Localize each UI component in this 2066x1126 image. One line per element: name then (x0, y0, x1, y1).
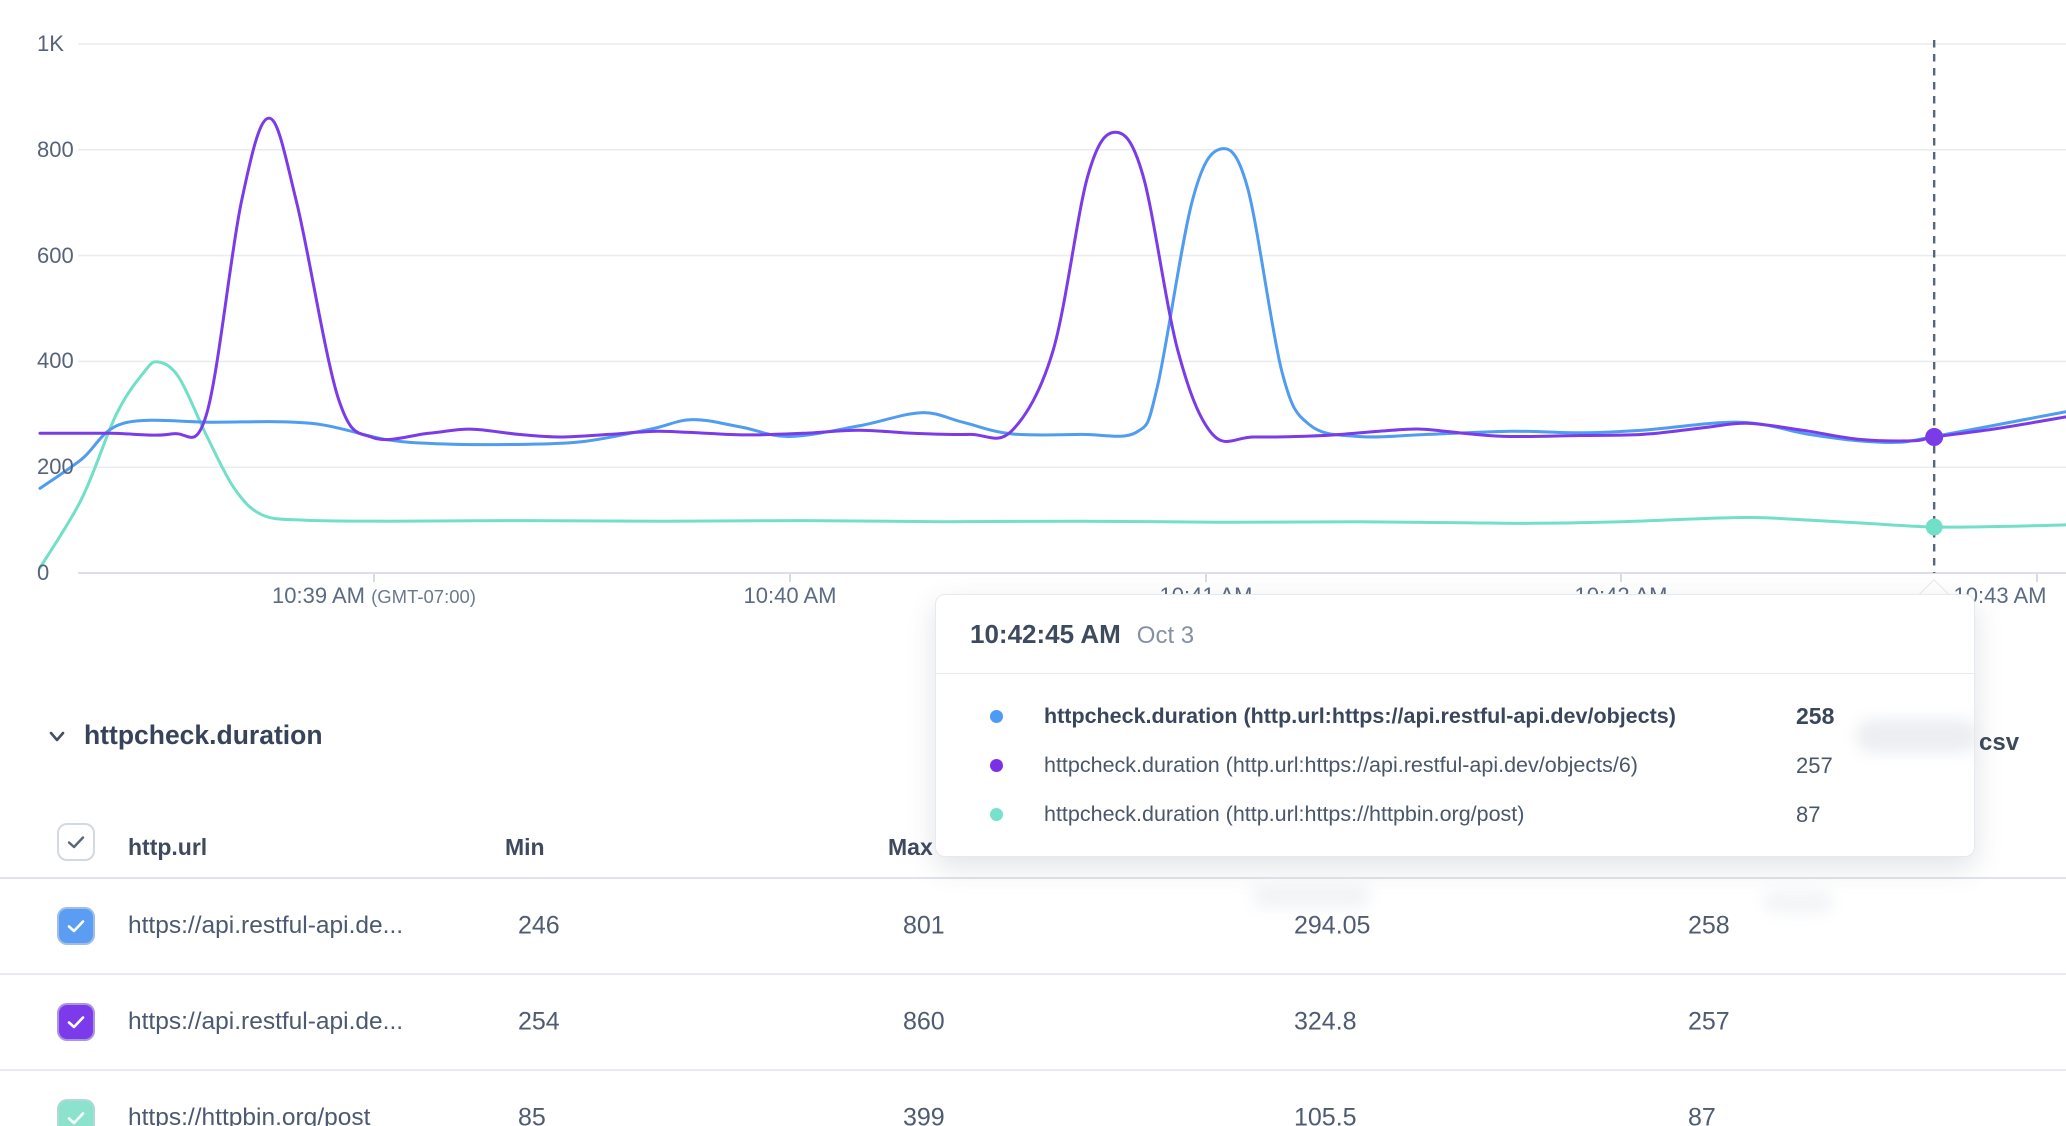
cell-min: 85 (518, 1103, 546, 1126)
series-color-dot (990, 759, 1003, 772)
column-header-url[interactable]: http.url (128, 834, 208, 860)
tooltip-series-value: 87 (1796, 801, 1821, 827)
table-row: https://httpbin.org/post 85 399 105.5 87 (0, 1071, 2066, 1126)
check-icon (67, 836, 85, 849)
redacted-blur (1252, 884, 1370, 908)
series-color-dot (990, 710, 1003, 723)
check-icon (67, 1112, 85, 1125)
series-line (38, 360, 2066, 570)
select-all-checkbox[interactable] (57, 823, 95, 861)
column-header-min[interactable]: Min (505, 834, 545, 860)
y-axis-tick-label: 800 (37, 136, 74, 162)
cell-max: 399 (903, 1103, 945, 1126)
tooltip-series-row: httpcheck.duration (http.url:https://api… (936, 741, 1974, 790)
cursor-marker (1925, 518, 1943, 536)
chart-hover-tooltip: 10:42:45 AM Oct 3 httpcheck.duration (ht… (935, 594, 1975, 857)
timeseries-chart: 1K 800 600 400 200 0 10:39 AM (GMT-07:00) 10:4… (37, 31, 2066, 608)
cell-max: 860 (903, 1007, 945, 1036)
section-title: httpcheck.duration (84, 720, 323, 750)
cell-min: 246 (518, 911, 560, 940)
cell-url: https://api.restful-api.de... (128, 1008, 404, 1035)
cell-col5: 258 (1688, 911, 1730, 940)
tooltip-timestamp: 10:42:45 AM (970, 619, 1121, 649)
tooltip-divider (936, 673, 1974, 674)
redacted-blur (1763, 891, 1833, 913)
y-axis-tick-label: 0 (37, 560, 50, 585)
cell-col5: 257 (1688, 1007, 1730, 1036)
table-row: https://api.restful-api.de... 254 860 324.8… (0, 975, 2066, 1071)
x-axis-tick-label: 10:40 AM (743, 583, 837, 608)
tooltip-header: 10:42:45 AM Oct 3 (936, 595, 1974, 650)
redacted-blur (1856, 719, 1978, 753)
tooltip-date: Oct 3 (1136, 622, 1195, 649)
tooltip-series-label: httpcheck.duration (http.url:https://api… (1044, 704, 1676, 728)
table-body: https://api.restful-api.de... 246 801 294.0… (0, 879, 2066, 1126)
tooltip-series-row: httpcheck.duration (http.url:https://api… (936, 692, 1974, 741)
series-checkbox[interactable] (57, 907, 95, 945)
chevron-down-icon[interactable] (44, 723, 70, 749)
cell-url: https://api.restful-api.de... (128, 912, 404, 939)
table-row: https://api.restful-api.de... 246 801 294.0… (0, 879, 2066, 975)
cell-max: 801 (903, 911, 945, 940)
cell-col4: 105.5 (1294, 1103, 1357, 1126)
series-color-dot (990, 808, 1003, 821)
cell-col4: 324.8 (1294, 1007, 1357, 1036)
table-header-row: http.url Min Max (0, 810, 2066, 879)
tooltip-series-row: httpcheck.duration (http.url:https://htt… (936, 790, 1974, 839)
series-checkbox[interactable] (57, 1003, 95, 1041)
tooltip-series-label: httpcheck.duration (http.url:https://api… (1044, 753, 1638, 777)
cell-col5: 87 (1688, 1103, 1716, 1126)
y-axis-tick-label: 200 (37, 454, 74, 480)
check-icon (67, 1016, 85, 1029)
y-axis-tick-label: 1K (37, 31, 64, 56)
cell-col4: 294.05 (1294, 911, 1371, 940)
tooltip-series-list: httpcheck.duration (http.url:https://api… (936, 674, 1974, 856)
tooltip-series-label: httpcheck.duration (http.url:https://htt… (1044, 802, 1525, 826)
metric-section-header: httpcheck.duration (44, 720, 323, 751)
series-line (38, 116, 2066, 444)
x-axis-tick-label: 10:39 AM (GMT-07:00) (272, 583, 476, 608)
series-checkbox[interactable] (57, 1099, 95, 1126)
y-axis-tick-label: 600 (37, 242, 74, 268)
tooltip-series-value: 257 (1796, 752, 1833, 778)
chart-canvas (38, 40, 2066, 582)
tooltip-series-value: 258 (1796, 703, 1835, 729)
cursor-marker (1925, 428, 1944, 447)
y-axis-tick-label: 400 (37, 348, 74, 374)
metrics-table: http.url Min Max https://api.restful-api… (0, 810, 2066, 1126)
column-header-max[interactable]: Max (888, 834, 933, 860)
check-icon (67, 920, 85, 933)
cell-min: 254 (518, 1007, 560, 1036)
cell-url: https://httpbin.org/post (128, 1104, 371, 1126)
series-line (38, 147, 2066, 490)
export-csv-button[interactable]: csv (1979, 729, 2020, 756)
